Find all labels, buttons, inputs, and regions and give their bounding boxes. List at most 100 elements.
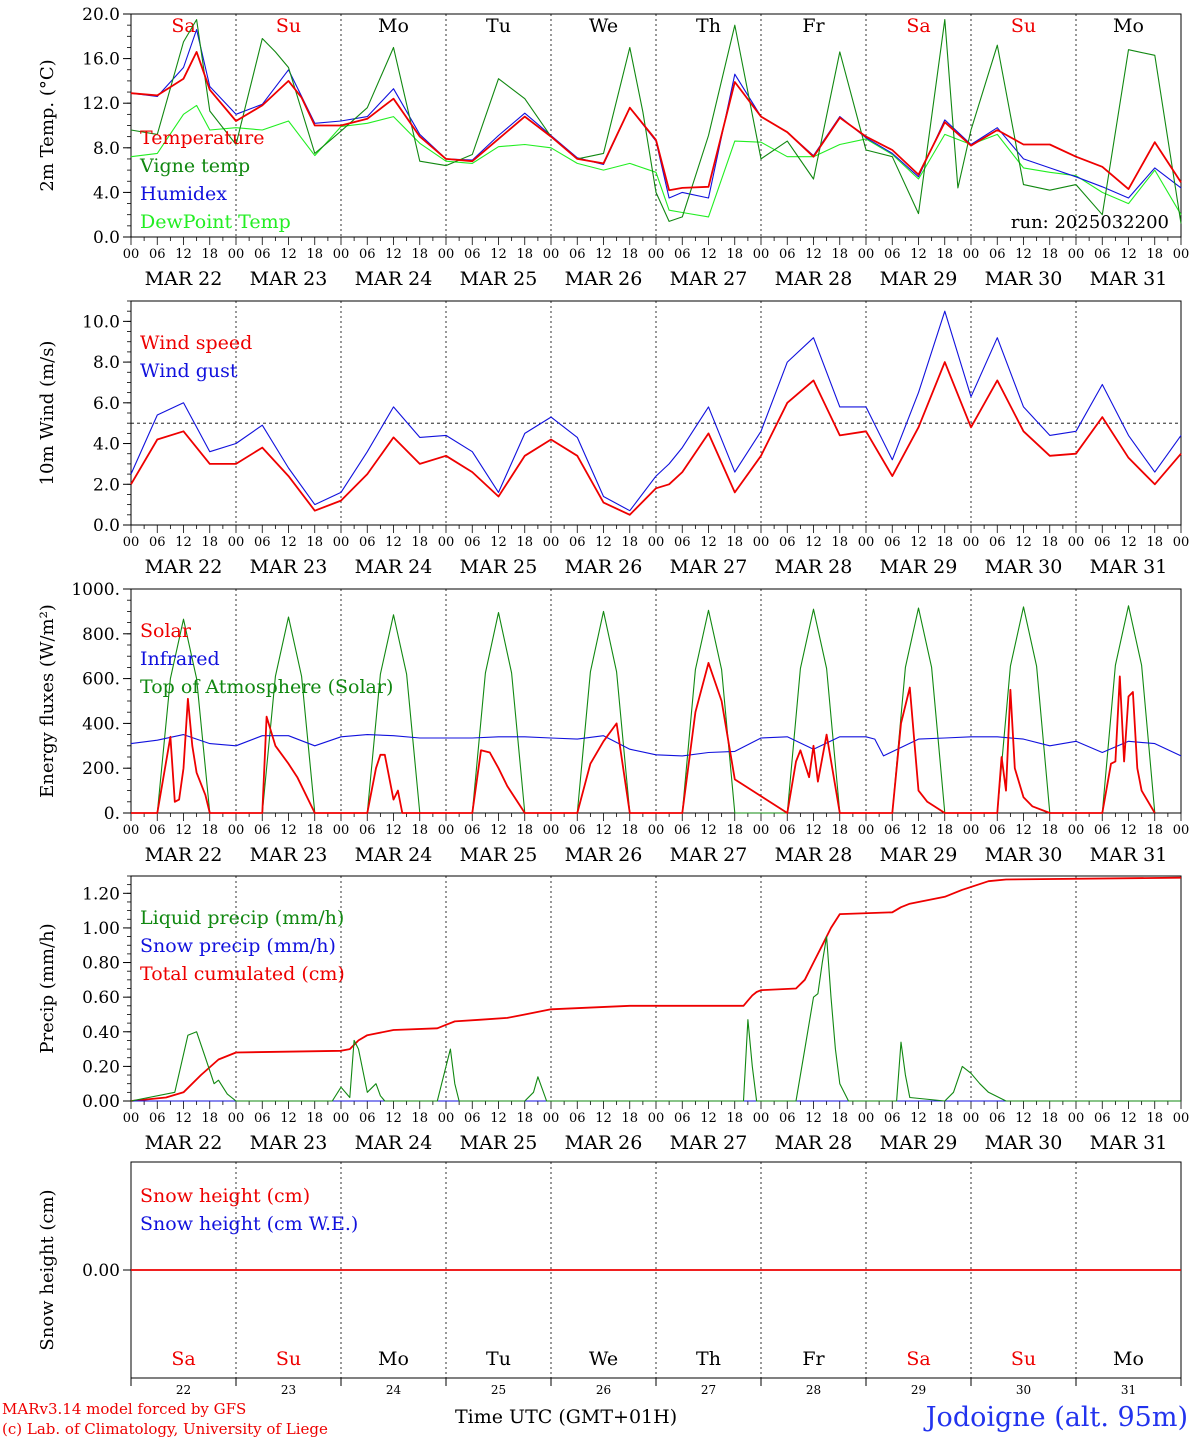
hour-tick-label: 00: [963, 823, 980, 838]
hour-tick-label: 12: [490, 1111, 507, 1126]
date-label: MAR 26: [565, 556, 643, 578]
series-line-1: [130, 51, 1182, 192]
date-label: MAR 31: [1090, 1132, 1168, 1154]
hour-tick-label: 06: [359, 535, 376, 550]
y-tick-label: 0.60: [82, 988, 120, 1008]
date-label: MAR 23: [250, 844, 328, 866]
hour-tick-label: 06: [359, 247, 376, 262]
legend-entry: Top of Atmosphere (Solar): [140, 676, 393, 698]
hour-tick-label: 00: [753, 1111, 770, 1126]
hour-tick-label: 00: [1068, 823, 1085, 838]
y-tick-label: 10.0: [82, 312, 120, 332]
weekday-label: Mo: [378, 1348, 409, 1370]
hour-tick-label: 12: [805, 535, 822, 550]
hour-tick-label: 18: [936, 247, 953, 262]
y-tick-label: 200.: [82, 759, 120, 779]
date-label: MAR 31: [1090, 556, 1168, 578]
y-tick-label: 6.0: [93, 394, 120, 414]
date-label: MAR 27: [670, 1132, 748, 1154]
date-label: MAR 26: [565, 268, 643, 290]
day-number-label: 23: [281, 1383, 296, 1397]
hour-tick-label: 06: [254, 1111, 271, 1126]
y-tick-label: 8.0: [93, 353, 120, 373]
hour-tick-label: 18: [411, 1111, 428, 1126]
date-label: MAR 30: [985, 556, 1063, 578]
hour-tick-label: 18: [726, 823, 743, 838]
hour-tick-label: 18: [1041, 247, 1058, 262]
hour-tick-label: 12: [910, 535, 927, 550]
y-tick-label: 4.0: [93, 183, 120, 203]
date-label: MAR 29: [880, 268, 958, 290]
date-label: MAR 23: [250, 556, 328, 578]
hour-tick-label: 12: [175, 247, 192, 262]
hour-tick-label: 12: [700, 823, 717, 838]
hour-tick-label: 06: [149, 535, 166, 550]
legend-entry: Snow precip (mm/h): [140, 935, 336, 957]
date-label: MAR 29: [880, 1132, 958, 1154]
hour-tick-label: 06: [569, 535, 586, 550]
y-tick-label: 8.0: [93, 139, 120, 159]
y-axis-label: 10m Wind (m/s): [37, 341, 58, 486]
hour-tick-label: 12: [280, 247, 297, 262]
hour-tick-label: 12: [595, 823, 612, 838]
day-number-label: 26: [596, 1383, 611, 1397]
y-tick-label: 4.0: [93, 435, 120, 455]
series-line-1: [130, 936, 1181, 1102]
hour-tick-label: 00: [228, 247, 245, 262]
hour-tick-label: 12: [910, 823, 927, 838]
hour-tick-label: 18: [411, 535, 428, 550]
hour-tick-label: 06: [884, 247, 901, 262]
hour-tick-label: 00: [333, 247, 350, 262]
hour-tick-label: 12: [175, 823, 192, 838]
hour-tick-label: 18: [516, 535, 533, 550]
date-label: MAR 22: [145, 844, 223, 866]
y-tick-label: 0.00: [82, 1261, 120, 1281]
hour-tick-label: 18: [831, 1111, 848, 1126]
y-tick-label: 12.0: [82, 94, 120, 114]
hour-tick-label: 12: [595, 1111, 612, 1126]
hour-tick-label: 18: [1041, 823, 1058, 838]
weekday-label: We: [589, 1348, 618, 1370]
hour-tick-label: 18: [201, 1111, 218, 1126]
hour-tick-label: 00: [1173, 1111, 1190, 1126]
hour-tick-label: 00: [123, 247, 140, 262]
legend-entry: Snow height (cm W.E.): [140, 1213, 358, 1235]
date-label: MAR 23: [250, 268, 328, 290]
hour-tick-label: 06: [359, 1111, 376, 1126]
hour-tick-label: 18: [201, 535, 218, 550]
legend-entry: Temperature: [140, 127, 264, 149]
hour-tick-label: 18: [621, 823, 638, 838]
hour-tick-label: 18: [831, 535, 848, 550]
hour-tick-label: 12: [700, 247, 717, 262]
y-tick-label: 800.: [82, 625, 120, 645]
meteogram-chart: 0.0 4.0 8.0 12.0 16.0 20.0 2m Temp. (°C) 00 06 12…: [37, 5, 1190, 1397]
day-number-label: 30: [1016, 1383, 1031, 1397]
hour-tick-label: 00: [228, 1111, 245, 1126]
hour-tick-label: 06: [1094, 247, 1111, 262]
weekday-label: We: [589, 15, 618, 37]
hour-tick-label: 00: [333, 535, 350, 550]
hour-tick-label: 06: [674, 535, 691, 550]
hour-tick-label: 12: [805, 823, 822, 838]
hour-tick-label: 12: [1015, 247, 1032, 262]
hour-tick-label: 18: [516, 247, 533, 262]
hour-tick-label: 06: [464, 1111, 481, 1126]
hour-tick-label: 18: [621, 535, 638, 550]
hour-tick-label: 06: [254, 247, 271, 262]
hour-tick-label: 18: [201, 247, 218, 262]
date-label: MAR 28: [775, 268, 853, 290]
hour-tick-label: 12: [1015, 1111, 1032, 1126]
hour-tick-label: 12: [1120, 247, 1137, 262]
y-tick-label: 1000.: [71, 580, 120, 600]
hour-tick-label: 18: [411, 823, 428, 838]
hour-tick-label: 12: [385, 247, 402, 262]
date-label: MAR 27: [670, 844, 748, 866]
series-line-2: [130, 19, 1182, 224]
hour-tick-label: 00: [753, 535, 770, 550]
hour-tick-label: 06: [989, 1111, 1006, 1126]
hour-tick-label: 00: [333, 823, 350, 838]
y-tick-label: 1.00: [82, 919, 120, 939]
date-label: MAR 24: [355, 268, 433, 290]
hour-tick-label: 18: [1041, 535, 1058, 550]
hour-tick-label: 12: [280, 535, 297, 550]
